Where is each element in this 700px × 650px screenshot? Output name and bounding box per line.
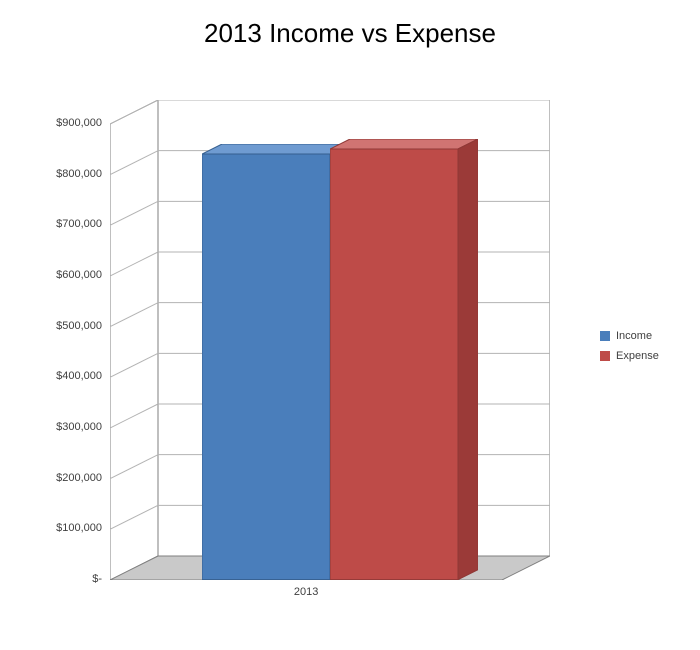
y-tick-label: $700,000	[0, 218, 102, 230]
y-tick-label: $900,000	[0, 117, 102, 129]
y-tick-label: $100,000	[0, 522, 102, 534]
y-tick-label: $200,000	[0, 472, 102, 484]
y-tick-label: $-	[0, 573, 102, 585]
legend-swatch	[600, 351, 610, 361]
x-axis-category: 2013	[178, 586, 434, 598]
y-tick-label: $800,000	[0, 168, 102, 180]
bar-expense	[330, 139, 478, 580]
legend-label: Expense	[616, 350, 659, 362]
y-tick-label: $400,000	[0, 370, 102, 382]
plot-area	[110, 100, 550, 580]
y-tick-label: $500,000	[0, 320, 102, 332]
bar-income	[202, 144, 350, 580]
legend-swatch	[600, 331, 610, 341]
chart-title: 2013 Income vs Expense	[0, 18, 700, 49]
legend: Income Expense	[600, 330, 659, 370]
y-axis-labels: $- $100,000 $200,000 $300,000 $400,000 $500,0…	[0, 0, 102, 650]
y-tick-label: $600,000	[0, 269, 102, 281]
legend-item-income: Income	[600, 330, 659, 342]
y-tick-label: $300,000	[0, 421, 102, 433]
legend-item-expense: Expense	[600, 350, 659, 362]
legend-label: Income	[616, 330, 652, 342]
chart-container: 2013 Income vs Expense $- $100,000 $200,00…	[0, 0, 700, 650]
